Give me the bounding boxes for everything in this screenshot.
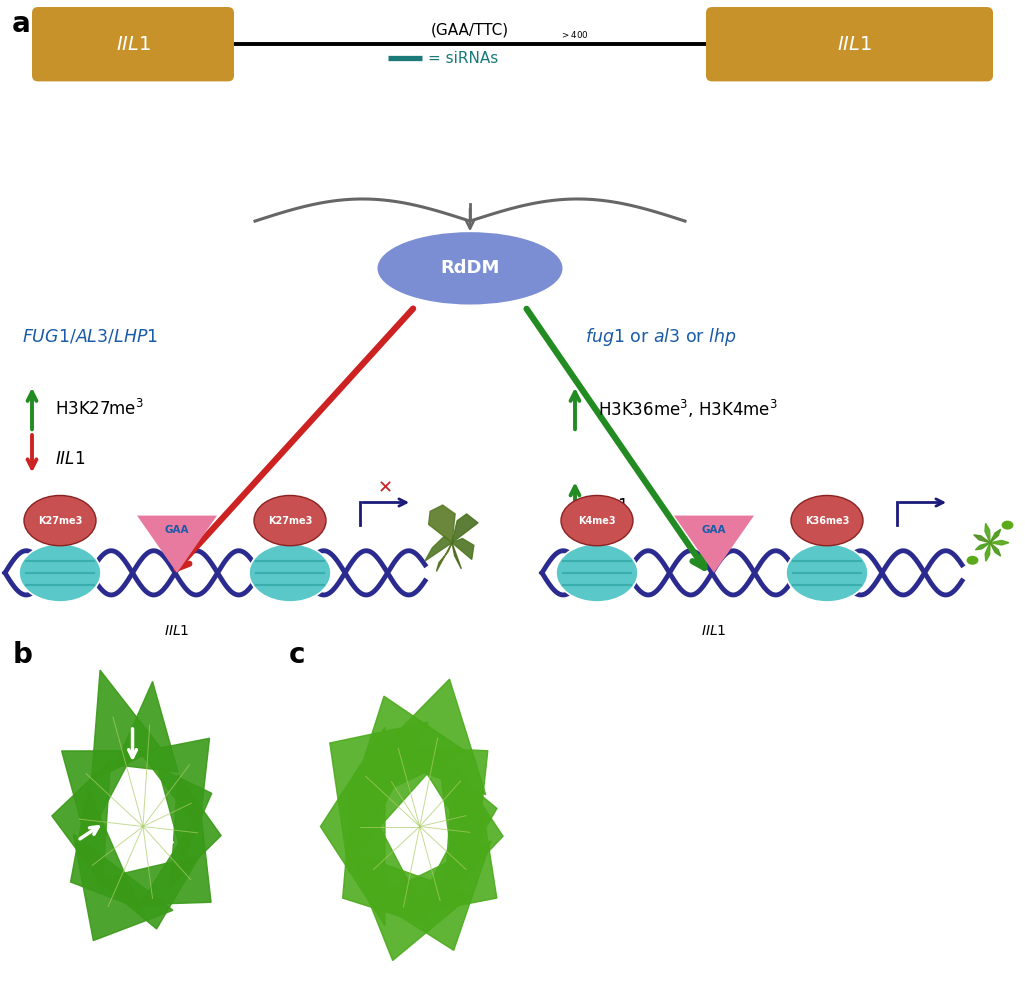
- Polygon shape: [321, 728, 385, 926]
- Polygon shape: [985, 543, 990, 561]
- Text: K4me3: K4me3: [578, 516, 616, 526]
- Polygon shape: [359, 752, 447, 849]
- Polygon shape: [414, 789, 497, 915]
- Polygon shape: [428, 506, 455, 543]
- Polygon shape: [974, 535, 990, 543]
- Polygon shape: [330, 723, 427, 872]
- Ellipse shape: [377, 232, 563, 305]
- Polygon shape: [425, 537, 452, 561]
- Ellipse shape: [791, 495, 863, 546]
- Polygon shape: [52, 760, 111, 884]
- FancyBboxPatch shape: [32, 7, 234, 81]
- Polygon shape: [91, 670, 160, 781]
- Ellipse shape: [254, 495, 326, 546]
- Text: H3K27me$^3$: H3K27me$^3$: [55, 399, 144, 419]
- Polygon shape: [452, 543, 461, 569]
- Ellipse shape: [967, 556, 979, 565]
- Ellipse shape: [19, 544, 101, 602]
- Text: $_{>400}$: $_{>400}$: [560, 28, 589, 41]
- Polygon shape: [452, 539, 474, 560]
- Polygon shape: [158, 768, 212, 859]
- Text: Bur-O: Bur-O: [31, 670, 84, 688]
- Ellipse shape: [556, 544, 638, 602]
- Polygon shape: [62, 751, 134, 842]
- Text: $\it{FUG1/AL3/LHP1}$: $\it{FUG1/AL3/LHP1}$: [22, 328, 158, 346]
- Text: = siRNAs: = siRNAs: [428, 51, 498, 65]
- Polygon shape: [97, 855, 200, 929]
- Text: (GAA/TTC): (GAA/TTC): [430, 22, 509, 37]
- Polygon shape: [985, 524, 990, 543]
- Polygon shape: [976, 543, 990, 550]
- Text: K27me3: K27me3: [38, 516, 82, 526]
- Polygon shape: [445, 762, 503, 898]
- Text: c: c: [289, 641, 305, 669]
- Polygon shape: [342, 777, 433, 927]
- Polygon shape: [140, 809, 211, 905]
- Text: $\it{IIL1}$: $\it{IIL1}$: [701, 624, 727, 638]
- Text: b: b: [12, 641, 32, 669]
- Polygon shape: [437, 543, 452, 572]
- Ellipse shape: [249, 544, 331, 602]
- Text: $\it{IIL1}$: $\it{IIL1}$: [116, 35, 151, 53]
- Text: H3K36me$^3$, H3K4me$^3$: H3K36me$^3$, H3K4me$^3$: [598, 398, 778, 420]
- Text: K36me3: K36me3: [805, 516, 849, 526]
- Text: GAA: GAA: [702, 525, 727, 535]
- Text: K27me3: K27me3: [268, 516, 313, 526]
- Text: $\it{IIL1}$: $\it{IIL1}$: [55, 450, 85, 468]
- Polygon shape: [372, 841, 491, 951]
- Polygon shape: [439, 760, 497, 880]
- Text: ✕: ✕: [377, 479, 393, 497]
- Polygon shape: [116, 681, 178, 772]
- Ellipse shape: [1001, 521, 1014, 530]
- Polygon shape: [374, 679, 486, 795]
- Polygon shape: [71, 789, 140, 909]
- Polygon shape: [410, 748, 488, 852]
- Ellipse shape: [786, 544, 868, 602]
- Text: $\it{4b}$: $\it{4b}$: [308, 670, 330, 688]
- Polygon shape: [137, 516, 217, 573]
- Text: a: a: [12, 10, 31, 38]
- Text: $\it{IIL1}$: $\it{IIL1}$: [598, 496, 628, 515]
- Polygon shape: [74, 834, 173, 941]
- Text: $\it{fug1}$ or $\it{al3}$ or $\it{lhp}$: $\it{fug1}$ or $\it{al3}$ or $\it{lhp}$: [585, 326, 736, 348]
- Polygon shape: [452, 514, 478, 543]
- Text: $\it{IIL1}$: $\it{IIL1}$: [837, 35, 872, 53]
- Polygon shape: [990, 530, 1000, 543]
- Text: RdDM: RdDM: [441, 259, 500, 277]
- FancyBboxPatch shape: [706, 7, 993, 81]
- Polygon shape: [347, 696, 466, 810]
- Polygon shape: [170, 775, 221, 885]
- Polygon shape: [674, 516, 754, 573]
- Polygon shape: [350, 851, 472, 961]
- Text: GAA: GAA: [165, 525, 190, 535]
- Ellipse shape: [24, 495, 96, 546]
- Ellipse shape: [561, 495, 633, 546]
- Polygon shape: [990, 543, 1000, 556]
- Polygon shape: [140, 739, 209, 830]
- Polygon shape: [990, 541, 1009, 545]
- Text: $\it{IIL1}$: $\it{IIL1}$: [164, 624, 190, 638]
